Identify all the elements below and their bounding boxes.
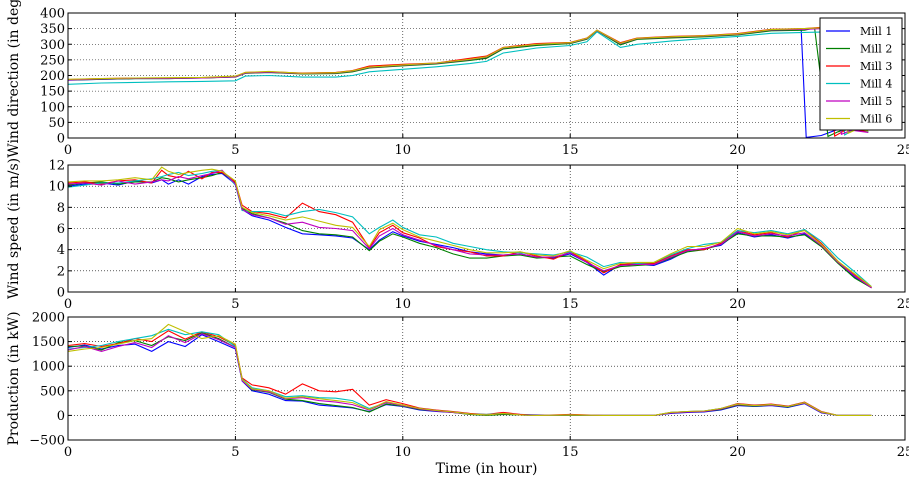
y-tick-label: 6 xyxy=(57,222,65,237)
x-tick-label: 10 xyxy=(395,445,412,460)
y-tick-label: 2000 xyxy=(32,311,65,326)
y-tick-label: 1000 xyxy=(32,360,65,375)
x-tick-label: 5 xyxy=(231,297,239,312)
series-line-mill-4 xyxy=(68,29,869,136)
y-tick-label: 200 xyxy=(40,69,65,84)
legend-label-mill-1: Mill 1 xyxy=(860,25,892,38)
y-tick-label: 300 xyxy=(40,38,65,53)
x-tick-label: 15 xyxy=(562,297,579,312)
x-tick-label: 25 xyxy=(897,143,909,158)
y-tick-label: 150 xyxy=(40,85,65,100)
series-line-mill-2 xyxy=(68,332,872,416)
subplot-2: 0 5 10 15 20 25 0 2 4 6 8 10 12 Wind speed (in m/s) xyxy=(6,158,909,312)
y-tick-label: 10 xyxy=(48,180,65,195)
x-tick-label: 10 xyxy=(395,143,412,158)
y-axis-label: Wind speed (in m/s) xyxy=(6,158,22,299)
y-tick-label: 4 xyxy=(57,243,65,258)
legend-label-mill-3: Mill 3 xyxy=(860,60,892,73)
y-tick-label: 2 xyxy=(57,264,65,279)
y-tick-label: 8 xyxy=(57,201,65,216)
x-tick-label: 15 xyxy=(562,445,579,460)
series-group xyxy=(68,323,872,416)
series-line-mill-4 xyxy=(68,328,872,416)
x-tick-label: 0 xyxy=(64,445,72,460)
series-group xyxy=(68,166,872,289)
series-line-mill-6 xyxy=(68,323,872,416)
x-tick-label: 5 xyxy=(231,445,239,460)
series-line-mill-3 xyxy=(68,169,872,289)
y-tick-label: 0 xyxy=(57,286,65,301)
series-line-mill-2 xyxy=(68,171,872,289)
y-tick-label: 1500 xyxy=(32,335,65,350)
y-tick-label: 250 xyxy=(40,53,65,68)
legend-label-mill-4: Mill 4 xyxy=(860,78,892,91)
x-tick-label: 15 xyxy=(562,143,579,158)
plot-frame xyxy=(67,316,906,441)
x-tick-label: 25 xyxy=(897,297,909,312)
x-tick-label: 0 xyxy=(64,143,72,158)
series-line-mill-1 xyxy=(68,334,872,416)
y-tick-label: 0 xyxy=(57,409,65,424)
y-tick-label: 12 xyxy=(48,159,65,174)
x-tick-label: 20 xyxy=(729,143,746,158)
series-group xyxy=(68,26,869,138)
y-tick-label: 50 xyxy=(48,116,65,131)
legend-label-mill-5: Mill 5 xyxy=(860,95,892,108)
y-axis-label: Wind direction (in deg) xyxy=(6,0,22,158)
y-tick-label: 0 xyxy=(57,132,65,147)
series-line-mill-1 xyxy=(68,29,869,138)
x-tick-label: 0 xyxy=(64,297,72,312)
x-tick-label: 20 xyxy=(729,445,746,460)
x-tick-label: 20 xyxy=(729,297,746,312)
series-line-mill-5 xyxy=(68,169,872,289)
series-line-mill-6 xyxy=(68,26,869,135)
legend-label-mill-2: Mill 2 xyxy=(860,43,892,56)
series-line-mill-6 xyxy=(68,166,872,288)
y-tick-label: 400 xyxy=(40,7,65,22)
y-tick-label: 100 xyxy=(40,100,65,115)
series-line-mill-5 xyxy=(68,333,872,416)
legend-label-mill-6: Mill 6 xyxy=(860,113,892,126)
legend-box xyxy=(819,17,903,131)
y-axis-label: Production (in kW) xyxy=(6,311,22,445)
x-tick-label: 25 xyxy=(897,445,909,460)
y-tick-label: 500 xyxy=(40,384,65,399)
x-tick-label: 5 xyxy=(231,143,239,158)
y-tick-label: 350 xyxy=(40,22,65,37)
x-tick-label: 10 xyxy=(395,297,412,312)
legend: Mill 1 Mill 2 Mill 3 Mill 4 Mill 5 Mill 6 xyxy=(819,17,903,131)
subplot-3: 0510152025−5000500100015002000Production… xyxy=(6,311,909,461)
subplot-1: 0510152025050100150200250300350400Wind d… xyxy=(6,0,909,158)
x-axis-label: Time (in hour) xyxy=(436,461,538,477)
y-tick-label: −500 xyxy=(29,434,65,449)
